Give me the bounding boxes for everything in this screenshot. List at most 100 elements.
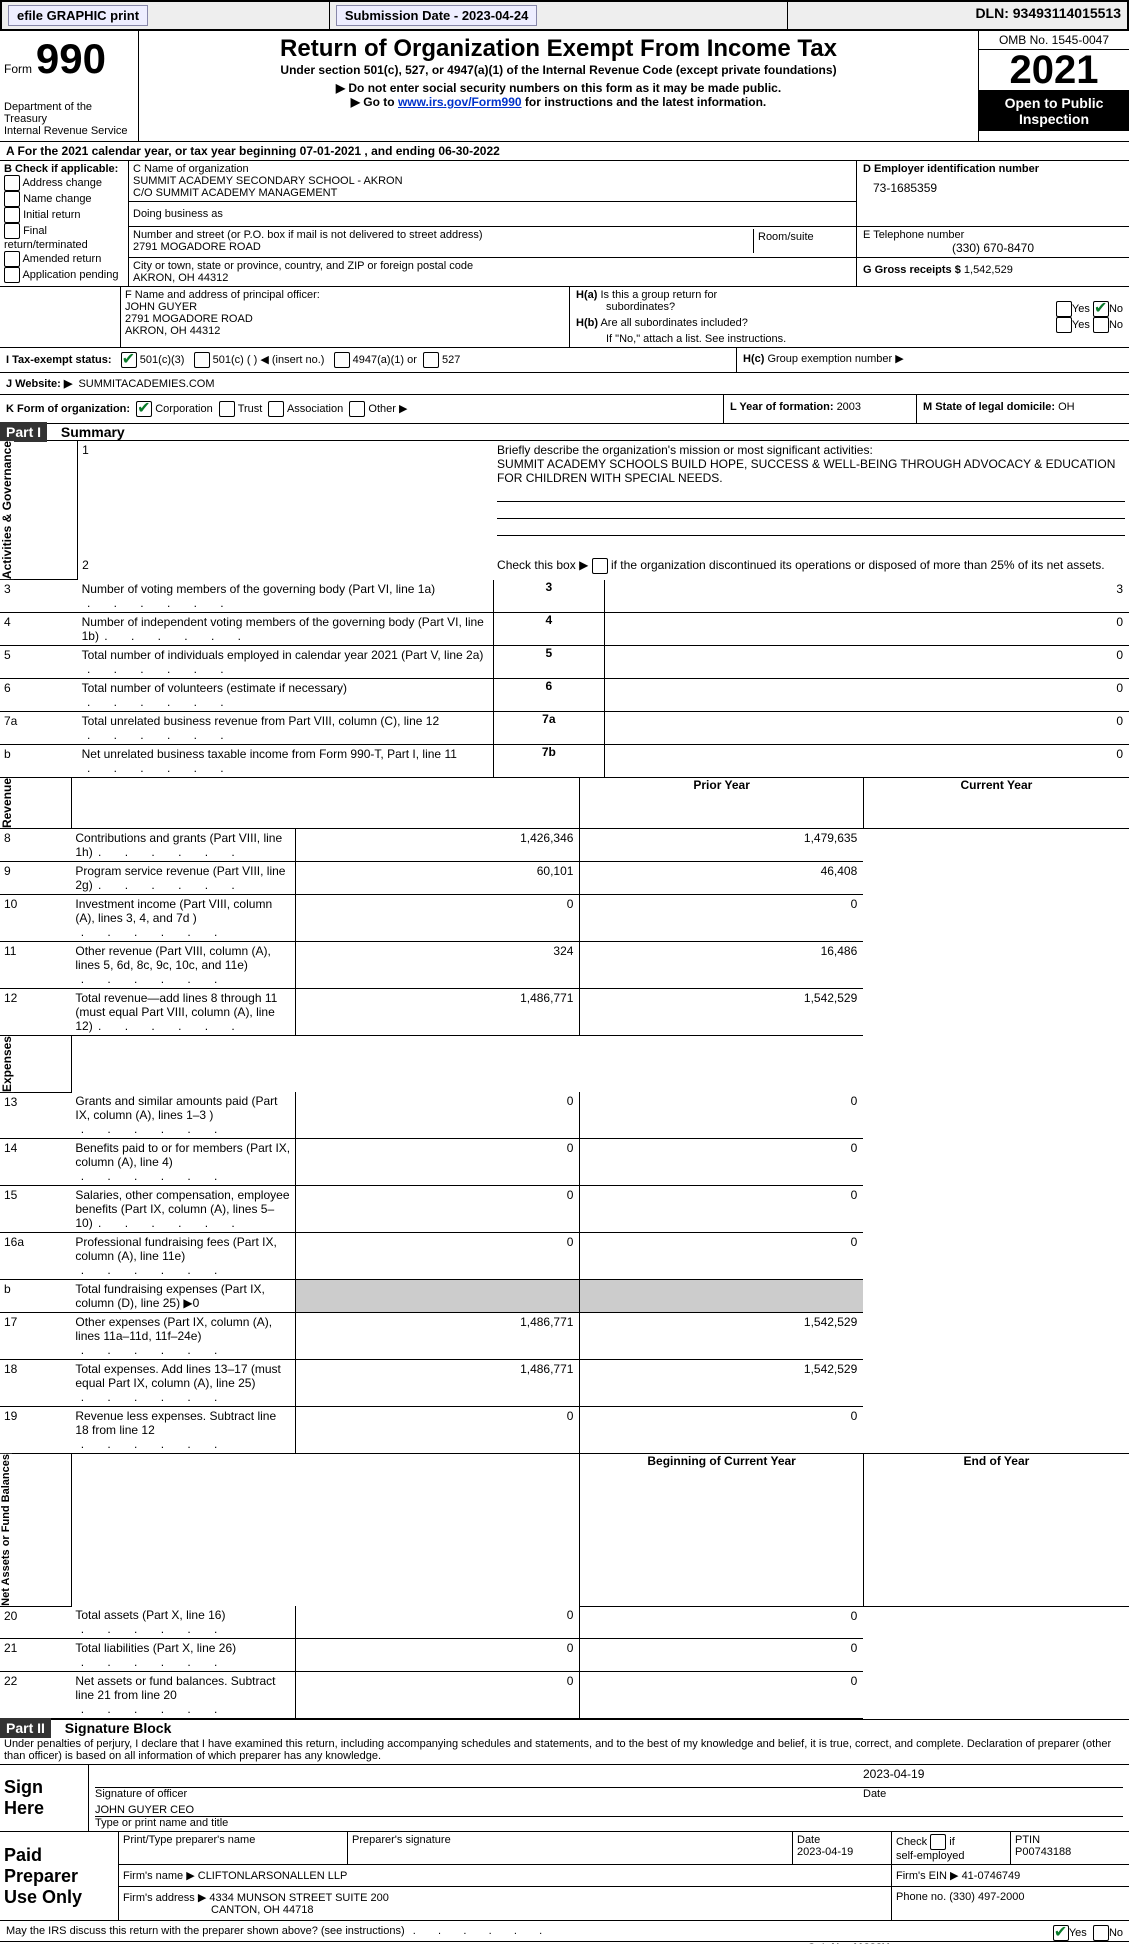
sig-name-label: Type or print name and title bbox=[95, 1817, 1123, 1829]
prior-year: 1,486,771 bbox=[296, 1313, 580, 1360]
header-block: B Check if applicable: Address change Na… bbox=[0, 161, 1129, 286]
chk-address[interactable] bbox=[4, 175, 20, 191]
prior-year: 0 bbox=[296, 1639, 580, 1672]
chk-trust[interactable] bbox=[219, 401, 235, 417]
chk-527[interactable] bbox=[423, 352, 439, 368]
line-label: Salaries, other compensation, employee b… bbox=[71, 1186, 296, 1233]
prior-year: 1,486,771 bbox=[296, 1360, 580, 1407]
line-label: Number of independent voting members of … bbox=[78, 612, 493, 645]
hb-note: If "No," attach a list. See instructions… bbox=[576, 333, 1123, 345]
chk-l2[interactable] bbox=[592, 558, 608, 574]
col-end: End of Year bbox=[863, 1454, 1129, 1607]
phone: (330) 670-8470 bbox=[863, 241, 1123, 255]
line-box: 6 bbox=[493, 678, 605, 711]
line-num: 19 bbox=[0, 1407, 71, 1454]
sign-here-block: Sign Here 2023-04-19 Signature of office… bbox=[0, 1765, 1129, 1832]
boxD-label: D Employer identification number bbox=[863, 163, 1123, 175]
current-year: 1,542,529 bbox=[580, 988, 863, 1035]
chk-4947[interactable] bbox=[334, 352, 350, 368]
line-num: b bbox=[0, 744, 78, 777]
discuss-row: May the IRS discuss this return with the… bbox=[0, 1921, 1129, 1942]
chk-amended[interactable] bbox=[4, 251, 20, 267]
note2-prefix: ▶ Go to bbox=[351, 95, 398, 109]
line-label: Net unrelated business taxable income fr… bbox=[78, 744, 493, 777]
tab-net: Net Assets or Fund Balances bbox=[0, 1454, 12, 1606]
chk-name[interactable] bbox=[4, 191, 20, 207]
line-label: Net assets or fund balances. Subtract li… bbox=[71, 1672, 296, 1719]
current-year: 16,486 bbox=[580, 941, 863, 988]
org-name2: C/O SUMMIT ACADEMY MANAGEMENT bbox=[133, 187, 852, 199]
footer: For Paperwork Reduction Act Notice, see … bbox=[0, 1942, 1129, 1944]
line-num: 18 bbox=[0, 1360, 71, 1407]
tab-activities: Activities & Governance bbox=[0, 441, 14, 579]
chk-self-emp[interactable] bbox=[930, 1834, 946, 1850]
line-label: Total number of volunteers (estimate if … bbox=[78, 678, 493, 711]
chk-hb-no[interactable] bbox=[1093, 317, 1109, 333]
current-year: 0 bbox=[580, 1672, 863, 1719]
chk-501c3[interactable] bbox=[121, 352, 137, 368]
efile-btn[interactable]: efile GRAPHIC print bbox=[8, 5, 148, 26]
line-label: Professional fundraising fees (Part IX, … bbox=[71, 1233, 296, 1280]
chk-initial[interactable] bbox=[4, 207, 20, 223]
current-year: 1,542,529 bbox=[580, 1360, 863, 1407]
org-name1: SUMMIT ACADEMY SECONDARY SCHOOL - AKRON bbox=[133, 175, 852, 187]
line-label: Total revenue—add lines 8 through 11 (mu… bbox=[71, 988, 296, 1035]
l1-label: Briefly describe the organization's miss… bbox=[497, 443, 873, 457]
current-year: 46,408 bbox=[580, 861, 863, 894]
footer-left: For Paperwork Reduction Act Notice, see … bbox=[0, 1942, 762, 1944]
chk-corp[interactable] bbox=[136, 401, 152, 417]
prep-name-label: Print/Type preparer's name bbox=[119, 1832, 348, 1865]
dba-label: Doing business as bbox=[133, 208, 852, 220]
current-year: 0 bbox=[580, 1606, 863, 1639]
line-label: Other revenue (Part VIII, column (A), li… bbox=[71, 941, 296, 988]
sign-here: Sign Here bbox=[4, 1777, 44, 1818]
chk-final[interactable] bbox=[4, 223, 20, 239]
note-ssn: ▶ Do not enter social security numbers o… bbox=[143, 81, 974, 95]
col-begin: Beginning of Current Year bbox=[580, 1454, 863, 1607]
form-word: Form bbox=[4, 62, 32, 76]
line-num: 15 bbox=[0, 1186, 71, 1233]
line-label: Total assets (Part X, line 16) bbox=[71, 1606, 296, 1639]
chk-ha-yes[interactable] bbox=[1056, 301, 1072, 317]
city-label: City or town, state or province, country… bbox=[133, 260, 852, 272]
gross-receipts: 1,542,529 bbox=[964, 264, 1013, 276]
prior-year bbox=[296, 1280, 580, 1313]
room-label: Room/suite bbox=[754, 229, 853, 253]
line-num: 4 bbox=[0, 612, 78, 645]
chk-ha-no[interactable] bbox=[1093, 301, 1109, 317]
boxE-label: E Telephone number bbox=[863, 229, 1123, 241]
boxI-label: I Tax-exempt status: bbox=[6, 354, 112, 366]
form-header: Form 990 Department of the Treasury Inte… bbox=[0, 31, 1129, 141]
row-KLM: K Form of organization: Corporation Trus… bbox=[0, 395, 1129, 424]
irs-link[interactable]: www.irs.gov/Form990 bbox=[398, 95, 522, 109]
chk-hb-yes[interactable] bbox=[1056, 317, 1072, 333]
firm-ein: 41-0746749 bbox=[962, 1870, 1021, 1882]
prep-date: 2023-04-19 bbox=[797, 1846, 853, 1858]
chk-app[interactable] bbox=[4, 267, 20, 283]
chk-discuss-no[interactable] bbox=[1093, 1925, 1109, 1941]
current-year: 0 bbox=[580, 1139, 863, 1186]
current-year: 0 bbox=[580, 894, 863, 941]
state-domicile: OH bbox=[1058, 401, 1075, 413]
paid-preparer-block: Paid Preparer Use Only Print/Type prepar… bbox=[0, 1832, 1129, 1921]
line-label: Total unrelated business revenue from Pa… bbox=[78, 711, 493, 744]
line-box: 7a bbox=[493, 711, 605, 744]
line-box: 5 bbox=[493, 645, 605, 678]
form-number: 990 bbox=[36, 35, 106, 82]
chk-discuss-yes[interactable] bbox=[1053, 1925, 1069, 1941]
chk-other[interactable] bbox=[349, 401, 365, 417]
line-num: 9 bbox=[0, 861, 71, 894]
boxF-label: F Name and address of principal officer: bbox=[125, 289, 565, 301]
boxK-label: K Form of organization: bbox=[6, 403, 130, 415]
open-inspection: Open to Public Inspection bbox=[979, 91, 1129, 131]
line-label: Program service revenue (Part VIII, line… bbox=[71, 861, 296, 894]
prior-year: 0 bbox=[296, 1092, 580, 1139]
line-value: 0 bbox=[605, 612, 1129, 645]
line-value: 0 bbox=[605, 645, 1129, 678]
ptin: P00743188 bbox=[1015, 1846, 1071, 1858]
firm-name: CLIFTONLARSONALLEN LLP bbox=[198, 1870, 348, 1882]
chk-501c[interactable] bbox=[194, 352, 210, 368]
line-num: 10 bbox=[0, 894, 71, 941]
chk-assoc[interactable] bbox=[268, 401, 284, 417]
line-num: b bbox=[0, 1280, 71, 1313]
